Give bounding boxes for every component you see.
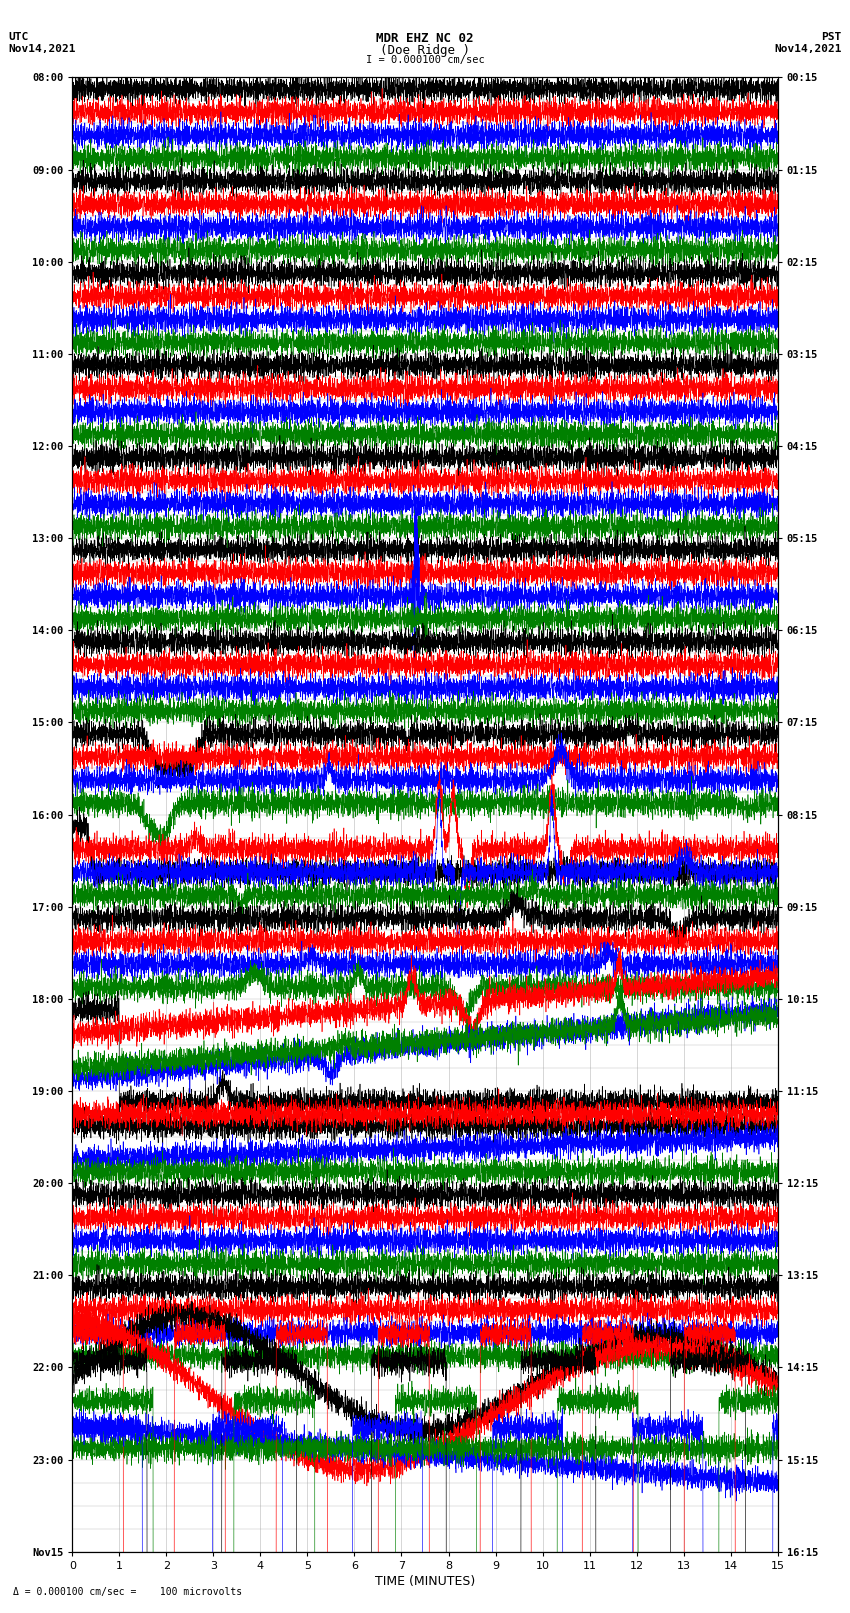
Text: (Doe Ridge ): (Doe Ridge ) (380, 44, 470, 56)
Text: Δ = 0.000100 cm/sec =    100 microvolts: Δ = 0.000100 cm/sec = 100 microvolts (13, 1587, 242, 1597)
Text: Nov14,2021: Nov14,2021 (774, 44, 842, 53)
X-axis label: TIME (MINUTES): TIME (MINUTES) (375, 1574, 475, 1587)
Text: PST: PST (821, 32, 842, 42)
Text: MDR EHZ NC 02: MDR EHZ NC 02 (377, 32, 473, 45)
Text: Nov14,2021: Nov14,2021 (8, 44, 76, 53)
Text: I = 0.000100 cm/sec: I = 0.000100 cm/sec (366, 55, 484, 65)
Text: UTC: UTC (8, 32, 29, 42)
